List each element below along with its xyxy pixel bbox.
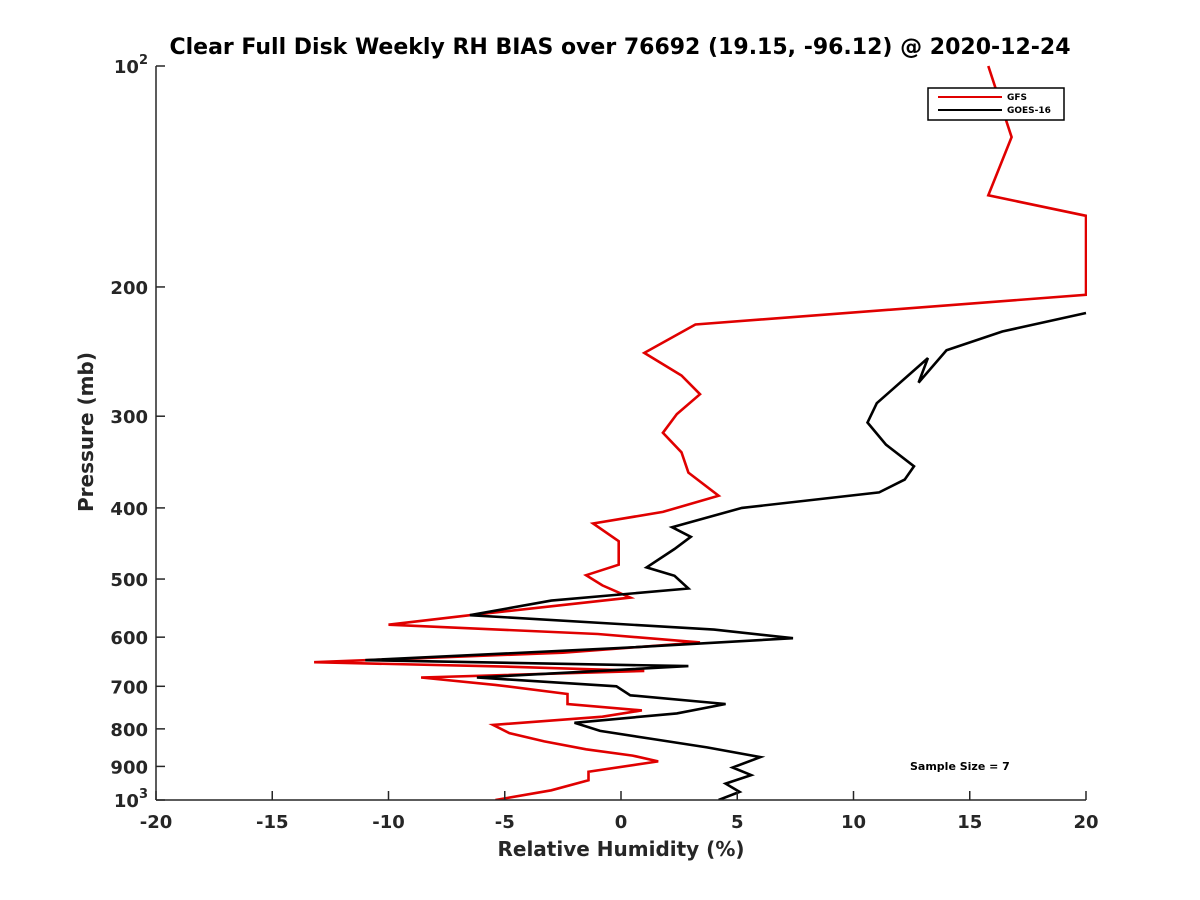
x-tick-label: 10	[841, 812, 866, 833]
y-tick-label: 103	[114, 787, 148, 812]
y-tick-base: 10	[114, 791, 139, 812]
y-tick-label: 102	[114, 53, 148, 78]
y-tick-exponent: 3	[139, 787, 148, 802]
x-axis-label: Relative Humidity (%)	[497, 837, 744, 861]
chart-title: Clear Full Disk Weekly RH BIAS over 7669…	[169, 35, 1070, 60]
legend-box	[927, 87, 1065, 121]
x-tick-label: -10	[372, 812, 405, 833]
y-tick-base: 900	[110, 757, 148, 778]
legend-label-gfs: GFS	[1007, 93, 1027, 103]
x-tick-label: 15	[957, 812, 982, 833]
plot-series	[314, 65, 1087, 800]
y-tick-label: 500	[110, 570, 148, 591]
y-tick-base: 300	[110, 407, 148, 428]
y-tick-label: 200	[110, 278, 148, 299]
x-tick-label: -20	[140, 812, 173, 833]
y-tick-base: 600	[110, 628, 148, 649]
y-tick-base: 200	[110, 278, 148, 299]
x-tick-label: -15	[256, 812, 289, 833]
x-tick-label: 5	[731, 812, 744, 833]
x-tick-label: 0	[615, 812, 628, 833]
legend: GFS GOES-16	[927, 87, 1065, 121]
y-tick-label: 600	[110, 628, 148, 649]
series-line-gfs	[314, 65, 1087, 800]
y-tick-label: 900	[110, 757, 148, 778]
y-tick-base: 700	[110, 677, 148, 698]
y-tick-label: 700	[110, 677, 148, 698]
x-ticks: -20 -15 -10 -5 0 5 10 15 20	[140, 791, 1099, 833]
x-tick-label: -5	[495, 812, 515, 833]
legend-label-goes16: GOES-16	[1007, 106, 1051, 116]
y-tick-base: 10	[114, 57, 139, 78]
y-tick-label: 400	[110, 499, 148, 520]
series-line-goes16	[365, 311, 1087, 800]
y-tick-exponent: 2	[139, 53, 148, 68]
sample-size-annotation: Sample Size = 7	[910, 760, 1010, 773]
y-tick-base: 400	[110, 499, 148, 520]
x-tick-label: 20	[1073, 812, 1098, 833]
y-tick-base: 500	[110, 570, 148, 591]
y-tick-label: 800	[110, 720, 148, 741]
y-tick-base: 800	[110, 720, 148, 741]
y-axis-label: Pressure (mb)	[74, 352, 98, 512]
y-tick-label: 300	[110, 407, 148, 428]
